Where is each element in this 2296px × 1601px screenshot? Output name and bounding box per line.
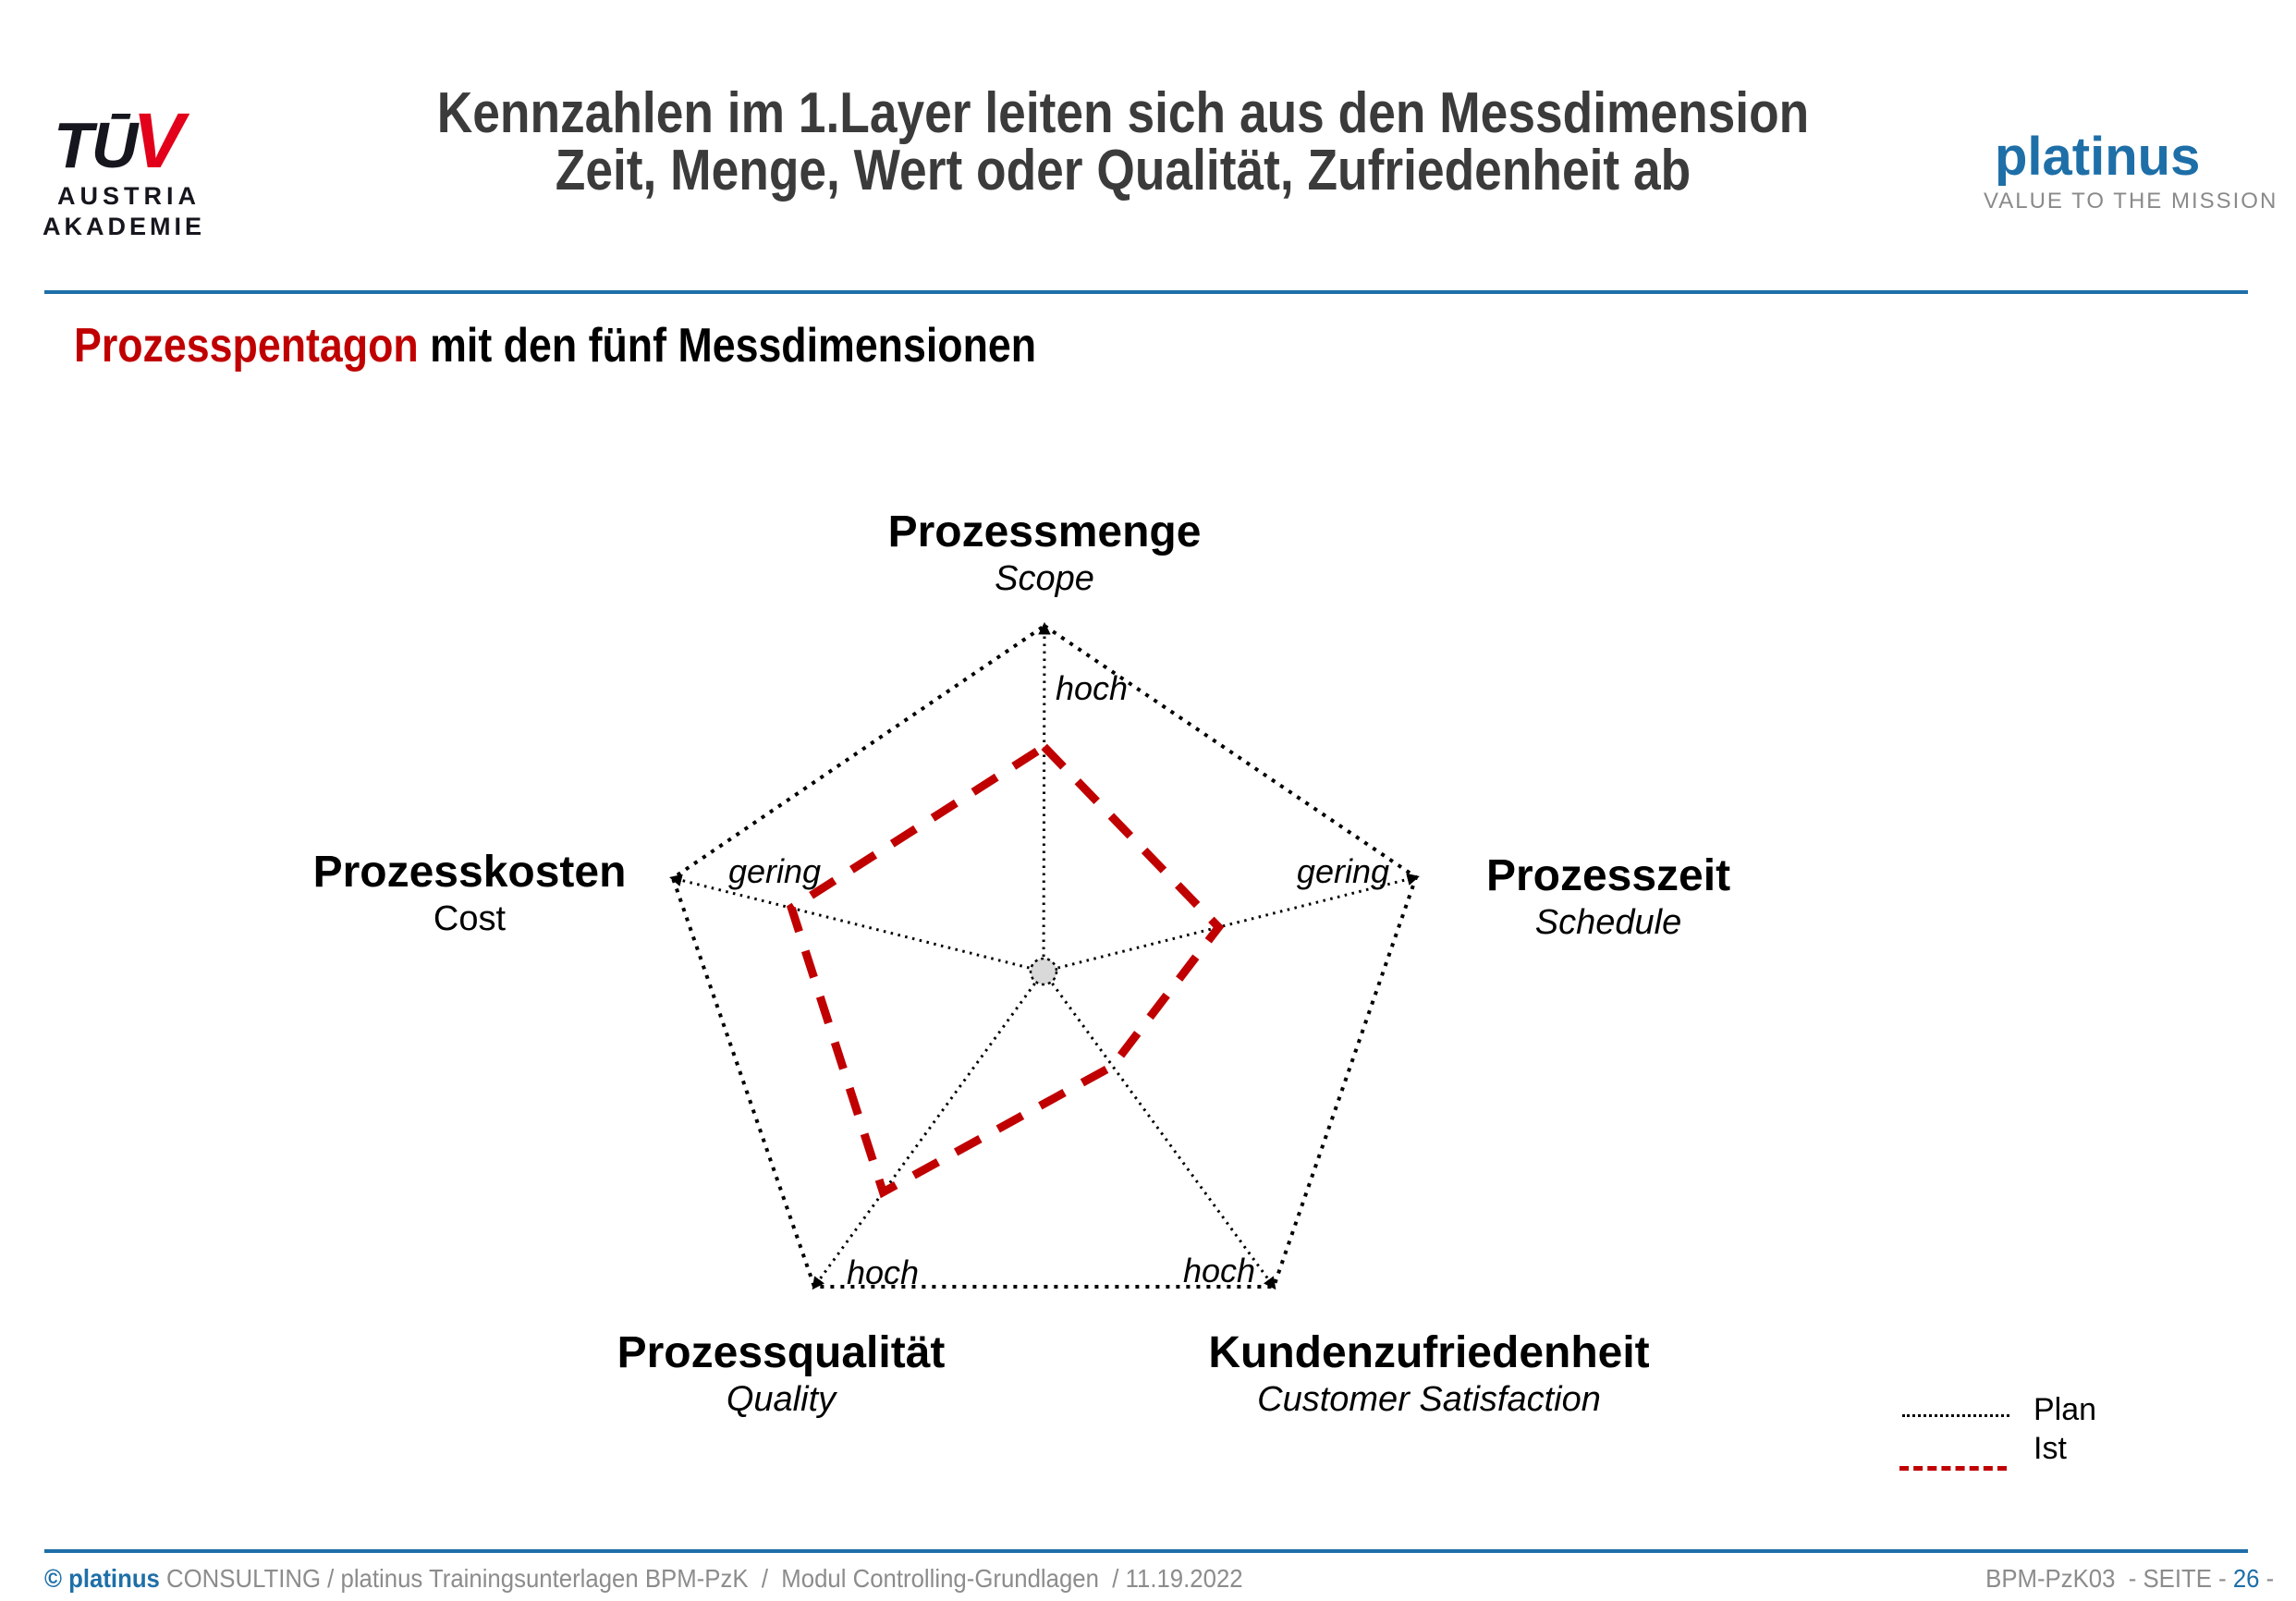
axis-value-label-hoch-top: hoch bbox=[1056, 669, 1129, 707]
tuv-logo-wordmark: TŪV bbox=[43, 102, 227, 179]
axis-title: Prozessqualität bbox=[617, 1328, 946, 1377]
axis-title: Prozesszeit bbox=[1485, 851, 1731, 900]
footer-page-info: BPM-PzK03 - SEITE - 26 - bbox=[1985, 1564, 2274, 1594]
chart-legend: Plan Ist bbox=[1895, 1387, 2265, 1488]
footer-divider-line bbox=[44, 1549, 2248, 1553]
axis-label-kundenzufriedenheit: Kundenzufriedenheit Customer Satisfactio… bbox=[1208, 1328, 1650, 1420]
axis-title: Kundenzufriedenheit bbox=[1208, 1328, 1650, 1377]
tuv-checkmark-icon: V bbox=[132, 97, 184, 184]
axis-subtitle: Scope bbox=[995, 558, 1094, 598]
footer-doc-code: BPM-PzK03 - SEITE - bbox=[1985, 1564, 2233, 1593]
footer-brand: © platinus bbox=[44, 1564, 160, 1593]
footer-page-suffix: - bbox=[2259, 1564, 2274, 1593]
axis-subtitle: Cost bbox=[433, 898, 507, 938]
axis-value-label-hoch-bottom-right: hoch bbox=[1183, 1252, 1256, 1289]
ist-dashed-line-swatch bbox=[1899, 1466, 2007, 1471]
axis-subtitle: Quality bbox=[726, 1379, 837, 1419]
legend-label-ist: Ist bbox=[2033, 1431, 2067, 1466]
tuv-logo-letters: TŪ bbox=[54, 109, 138, 181]
slide-title-line-2: Zeit, Menge, Wert oder Qualität, Zufried… bbox=[555, 139, 1691, 202]
page-number: 26 bbox=[2232, 1564, 2260, 1593]
slide-title: Kennzahlen im 1.Layer leiten sich aus de… bbox=[185, 85, 2061, 200]
section-heading-highlight: Prozesspentagon bbox=[74, 319, 419, 373]
platinus-logo: platinus VALUE TO THE MISSION bbox=[1984, 127, 2278, 214]
tuv-logo-akademie: AKADEMIE bbox=[43, 213, 206, 240]
axis-label-prozesskosten: Prozesskosten Cost bbox=[312, 848, 627, 939]
header-divider-line bbox=[44, 290, 2248, 294]
slide-title-line-1: Kennzahlen im 1.Layer leiten sich aus de… bbox=[436, 81, 1810, 145]
axis-value-label-hoch-bottom-left: hoch bbox=[847, 1253, 920, 1291]
section-heading: Prozesspentagon mit den fünf Messdimensi… bbox=[74, 318, 1036, 373]
platinus-tagline: VALUE TO THE MISSION bbox=[1984, 189, 2278, 214]
section-heading-rest: mit den fünf Messdimensionen bbox=[418, 319, 1037, 373]
axis-value-label-gering-right: gering bbox=[1296, 852, 1389, 890]
axis-label-prozessmenge: Prozessmenge Scope bbox=[887, 507, 1202, 599]
footer-source-rest: CONSULTING / platinus Trainingsunterlage… bbox=[159, 1564, 1243, 1593]
tuv-austria-logo: TŪV AUSTRIA AKADEMIE bbox=[43, 102, 227, 241]
legend-label-plan: Plan bbox=[2033, 1392, 2097, 1427]
axis-label-prozesszeit: Prozesszeit Schedule bbox=[1485, 851, 1731, 943]
platinus-wordmark: platinus bbox=[1995, 127, 2201, 187]
axis-title: Prozessmenge bbox=[887, 507, 1202, 556]
axis-label-prozessqualitaet: Prozessqualität Quality bbox=[617, 1328, 946, 1420]
footer-source-text: © platinus CONSULTING / platinus Trainin… bbox=[44, 1564, 1243, 1594]
axis-subtitle: Schedule bbox=[1534, 902, 1682, 942]
axis-value-label-gering-left: gering bbox=[728, 852, 822, 890]
plan-dotted-line-swatch bbox=[1902, 1414, 2009, 1417]
axis-title: Prozesskosten bbox=[312, 848, 627, 897]
tuv-logo-austria: AUSTRIA bbox=[57, 182, 201, 210]
axis-subtitle: Customer Satisfaction bbox=[1257, 1379, 1601, 1419]
